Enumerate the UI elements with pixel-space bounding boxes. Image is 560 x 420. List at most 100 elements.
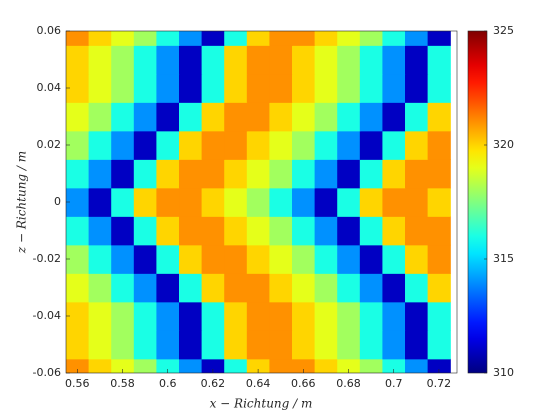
heat-cell	[88, 130, 112, 160]
heat-cell	[111, 330, 135, 360]
heat-cell	[427, 301, 451, 331]
heat-cell	[405, 187, 429, 217]
heat-cell	[156, 273, 180, 303]
heat-cell	[427, 73, 451, 103]
y-axis-label: z − Richtung / m	[15, 151, 29, 254]
heat-cell	[314, 159, 338, 189]
heat-cell	[359, 301, 384, 331]
heat-cell	[66, 330, 90, 360]
heat-cell	[337, 159, 361, 189]
heat-cell	[337, 102, 361, 132]
heat-cell	[405, 102, 429, 132]
heat-cell	[111, 31, 135, 46]
heat-cell	[88, 244, 112, 274]
heat-cell	[269, 159, 293, 189]
heat-cell	[156, 45, 180, 75]
heat-cell	[292, 187, 316, 217]
heat-cell	[133, 301, 158, 331]
heat-cell	[133, 358, 158, 373]
heat-cell	[292, 31, 316, 46]
heat-cell	[224, 301, 248, 331]
heat-cell	[88, 45, 112, 75]
heat-cell	[156, 244, 180, 274]
heat-cell	[292, 301, 316, 331]
heat-cell	[66, 45, 90, 75]
heat-cell	[156, 187, 180, 217]
heat-cell	[66, 102, 90, 132]
heat-cell	[201, 301, 225, 331]
heat-cell	[156, 73, 180, 103]
heat-cell	[269, 330, 293, 360]
heat-cell	[224, 102, 248, 132]
heat-cell	[88, 216, 112, 246]
heat-cell	[337, 187, 361, 217]
heat-cell	[382, 216, 406, 246]
heat-cell	[382, 301, 406, 331]
heat-cell	[246, 273, 271, 303]
heat-cell	[133, 273, 158, 303]
x-tick-label: 0.56	[65, 377, 90, 390]
heat-cell	[382, 244, 406, 274]
heat-cell	[224, 330, 248, 360]
heat-cell	[382, 102, 406, 132]
heat-cell	[292, 330, 316, 360]
heat-cell	[359, 73, 384, 103]
heat-cell	[292, 244, 316, 274]
heat-cell	[359, 187, 384, 217]
heat-cell	[179, 358, 203, 373]
heat-cell	[201, 159, 225, 189]
heat-cell	[269, 358, 293, 373]
colorbar-tick-label: 320	[493, 138, 514, 151]
heat-cell	[201, 358, 225, 373]
heat-cell	[427, 244, 451, 274]
heat-cell	[382, 130, 406, 160]
heat-cell	[359, 273, 384, 303]
colorbar-tick-label: 310	[493, 366, 514, 379]
heat-cell	[224, 358, 248, 373]
heat-cell	[133, 73, 158, 103]
heat-cell	[246, 358, 271, 373]
heat-cell	[133, 102, 158, 132]
heat-cell	[359, 159, 384, 189]
heat-cell	[201, 102, 225, 132]
heat-cell	[179, 31, 203, 46]
x-tick-label: 0.64	[246, 377, 271, 390]
heat-cell	[337, 330, 361, 360]
heat-cell	[66, 301, 90, 331]
heat-cell	[179, 301, 203, 331]
heat-cell	[337, 31, 361, 46]
heat-cell	[405, 45, 429, 75]
heat-cell	[269, 73, 293, 103]
heat-cell	[337, 244, 361, 274]
heat-cell	[156, 159, 180, 189]
heat-cell	[382, 273, 406, 303]
heat-cell	[246, 45, 271, 75]
heat-cell	[246, 73, 271, 103]
heat-cell	[66, 130, 90, 160]
heat-cell	[246, 301, 271, 331]
heat-cell	[179, 73, 203, 103]
heat-cell	[427, 102, 451, 132]
x-axis-label: x − Richtung / m	[210, 397, 313, 411]
y-tick-label: -0.06	[33, 366, 61, 379]
heat-cell	[314, 244, 338, 274]
heat-cell	[292, 130, 316, 160]
heat-cell	[314, 102, 338, 132]
heat-cell	[269, 244, 293, 274]
heat-cell	[179, 187, 203, 217]
heat-cell	[314, 187, 338, 217]
heat-cell	[382, 31, 406, 46]
heat-cell	[359, 102, 384, 132]
heat-cell	[224, 273, 248, 303]
heat-cell	[133, 216, 158, 246]
heat-cell	[179, 216, 203, 246]
heat-cell	[111, 301, 135, 331]
heat-cell	[88, 358, 112, 373]
heat-cell	[111, 73, 135, 103]
heat-cell	[292, 216, 316, 246]
heat-cell	[179, 273, 203, 303]
heat-cell	[133, 244, 158, 274]
heat-cell	[269, 216, 293, 246]
heat-cell	[292, 45, 316, 75]
